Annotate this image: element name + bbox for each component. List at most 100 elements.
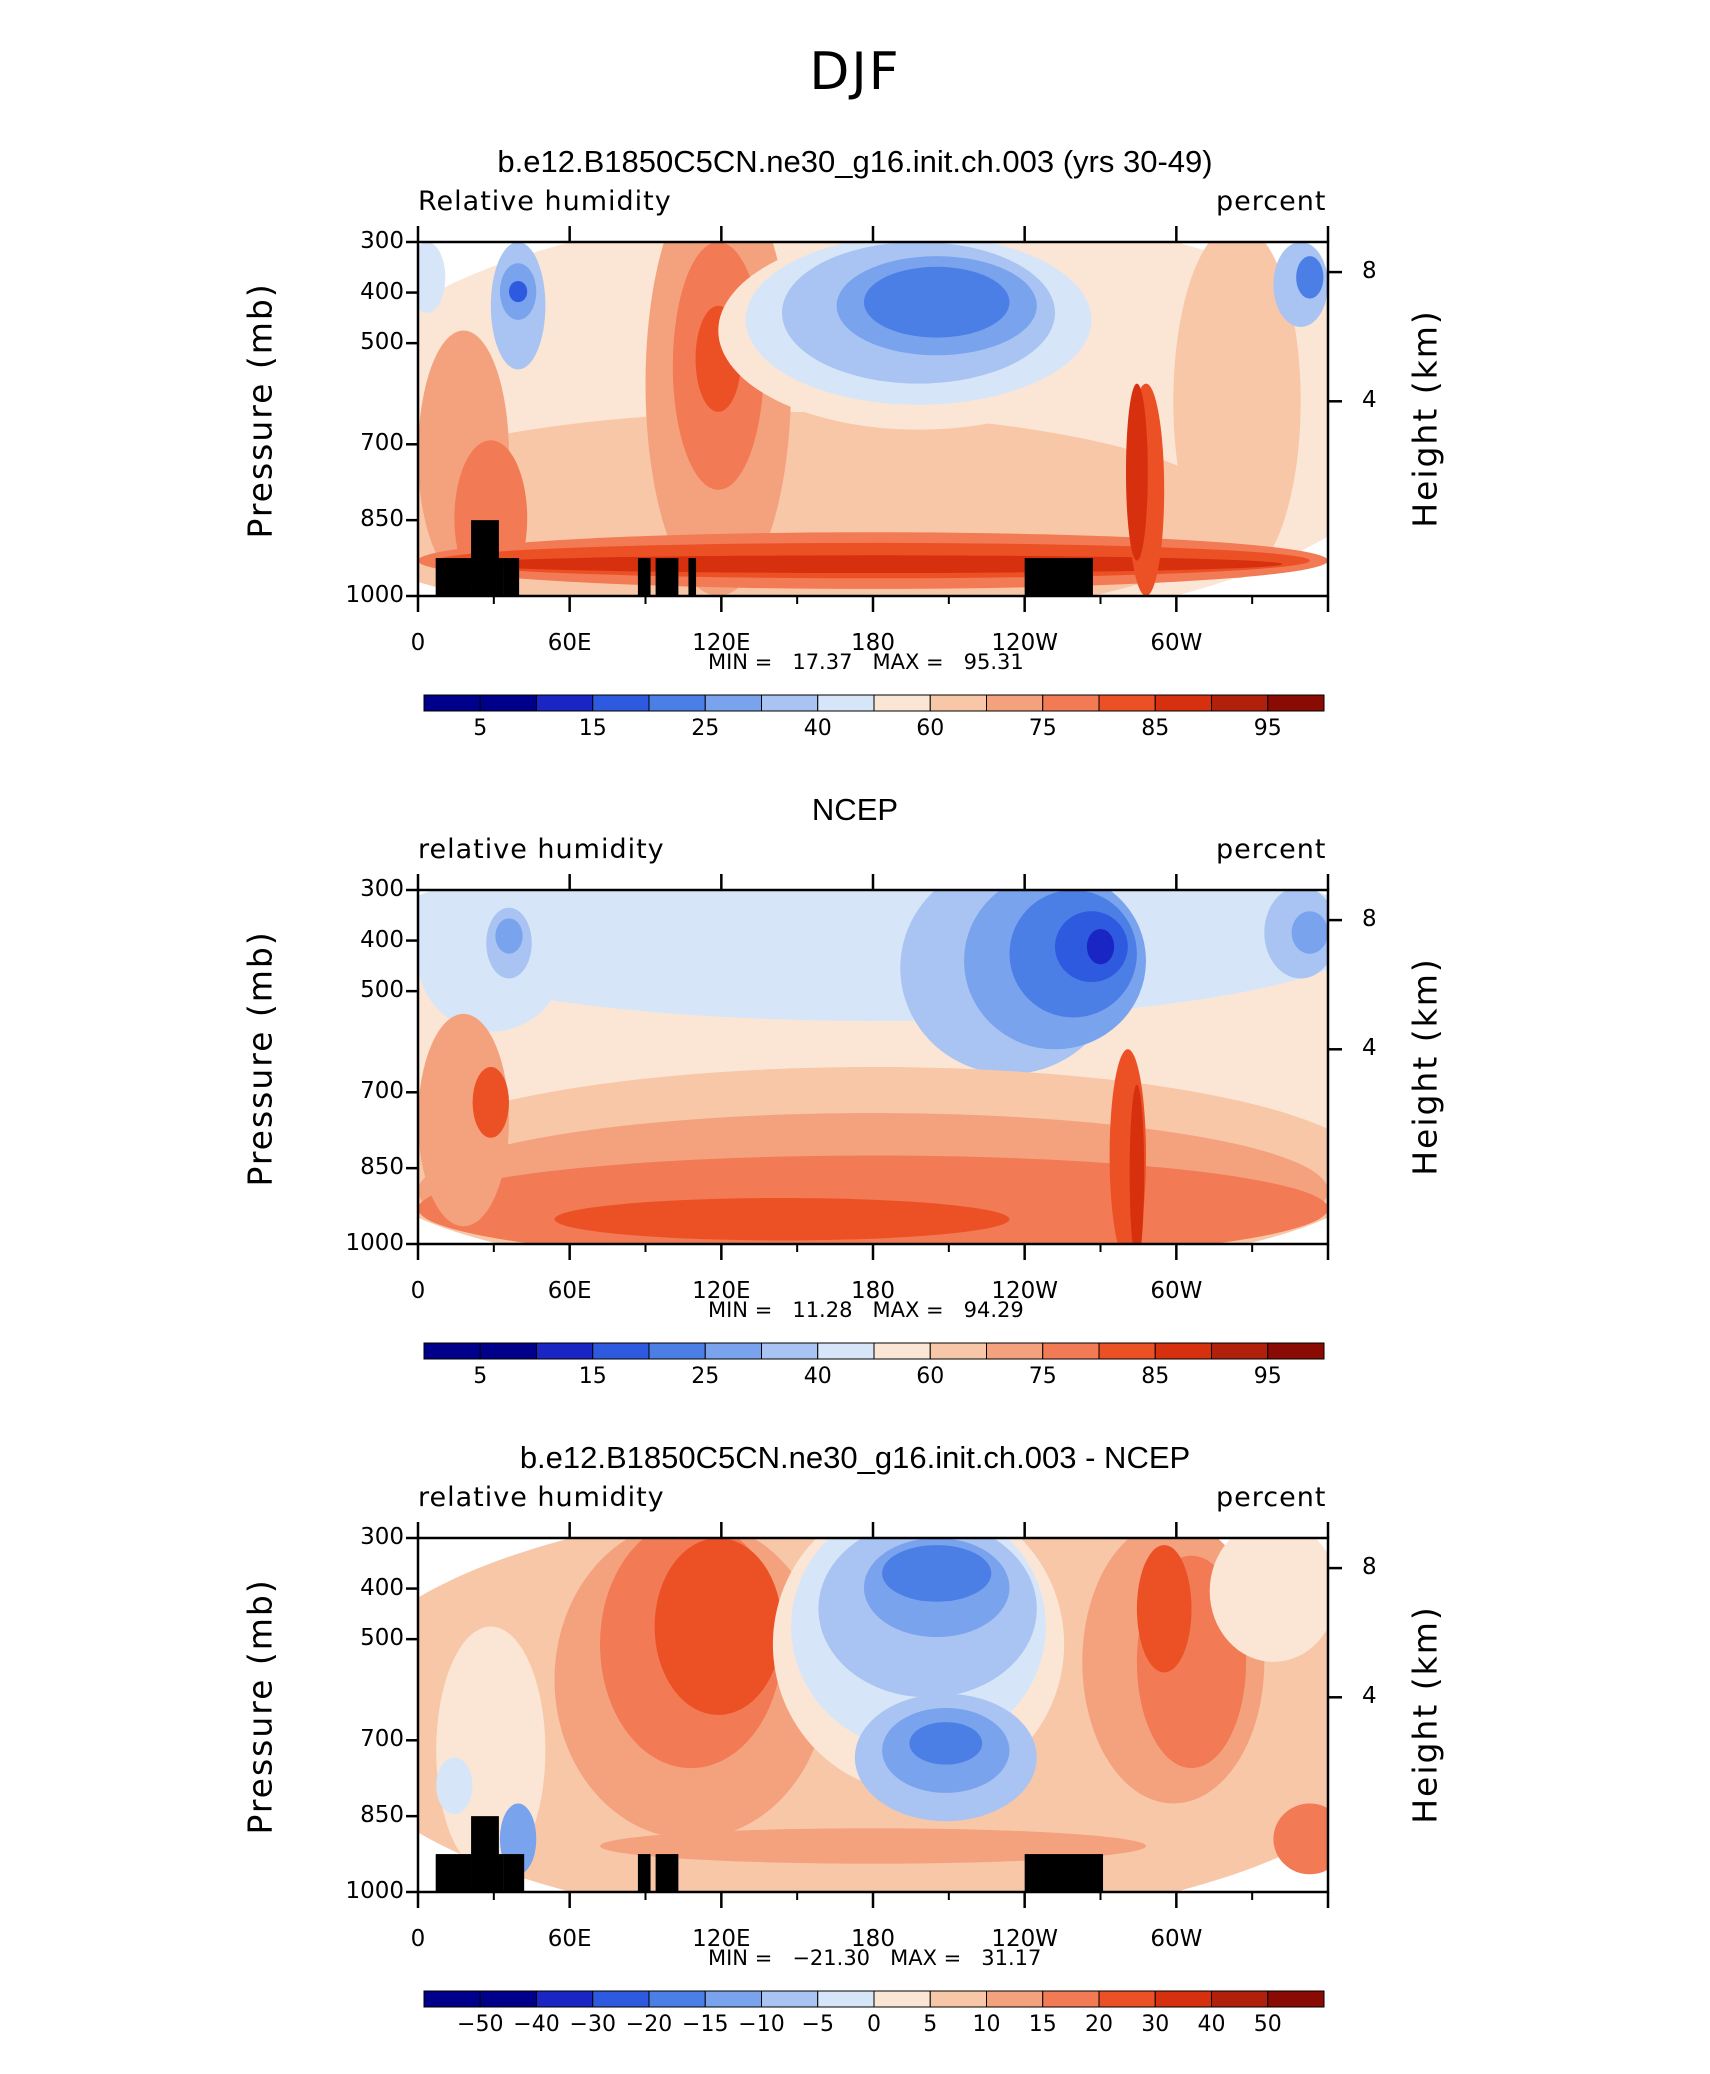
height-tick-label: 4 — [1362, 387, 1377, 414]
height-tick-label: 4 — [1362, 1683, 1377, 1710]
colorbar-box — [423, 694, 481, 712]
colorbar-box — [761, 694, 819, 712]
x-tick-label: 120E — [692, 630, 751, 656]
colorbar-box — [1154, 694, 1212, 712]
colorbar — [423, 694, 1325, 712]
right-axis-label: Height (km) — [1405, 957, 1445, 1176]
land-mask — [503, 1854, 525, 1892]
land-mask — [637, 1854, 651, 1892]
right-axis-label: Height (km) — [1405, 1605, 1445, 1824]
units-label: percent — [1216, 834, 1327, 865]
colorbar-box — [479, 1342, 537, 1360]
min-label: MIN = — [708, 1946, 793, 1970]
height-tick-label: 8 — [1362, 906, 1377, 933]
y-axis-label: Pressure (mb) — [240, 930, 280, 1187]
x-tick-label: 120W — [991, 1278, 1058, 1304]
variable-label: relative humidity — [418, 834, 665, 865]
y-tick-label: 500 — [360, 1625, 404, 1652]
colorbar-tick-label: 5 — [473, 716, 488, 741]
colorbar-tick-label: 15 — [578, 716, 607, 741]
y-tick-label: 400 — [360, 926, 404, 953]
x-tick-label: 60E — [547, 1278, 592, 1304]
land-mask — [435, 1854, 472, 1892]
units-label: percent — [1216, 1482, 1327, 1513]
colorbar-box — [592, 1990, 650, 2008]
max-label: MAX = — [872, 650, 964, 674]
land-mask — [503, 558, 520, 596]
panel-title: NCEP — [811, 792, 899, 827]
contour-region — [1125, 383, 1148, 561]
colorbar-box — [1098, 1342, 1156, 1360]
colorbar-box — [873, 1990, 931, 2008]
x-tick-label: 120E — [692, 1278, 751, 1304]
y-tick-label: 1000 — [345, 1878, 404, 1904]
colorbar-box — [873, 694, 931, 712]
contour-region — [472, 1067, 509, 1138]
colorbar-box — [1267, 694, 1325, 712]
colorbar-box — [817, 1990, 875, 2008]
colorbar-box — [423, 1990, 481, 2008]
x-tick-label: 120E — [692, 1926, 751, 1952]
colorbar-tick-label: −50 — [457, 2012, 504, 2037]
contour-region — [1291, 911, 1328, 954]
colorbar-box — [648, 1342, 706, 1360]
colorbar-box — [986, 694, 1044, 712]
colorbar-box — [761, 1342, 819, 1360]
x-tick-label: 120W — [991, 630, 1058, 656]
y-tick-label: 1000 — [345, 1230, 404, 1256]
x-tick-label: 0 — [410, 1278, 426, 1304]
y-tick-label: 850 — [360, 1802, 404, 1829]
x-tick-label: 180 — [851, 1278, 895, 1304]
colorbar-tick-label: 40 — [803, 1364, 832, 1389]
contour-region — [1273, 1803, 1328, 1875]
right-axis-label: Height (km) — [1405, 309, 1445, 528]
contour-region — [436, 1757, 473, 1815]
x-tick-label: 120W — [991, 1926, 1058, 1952]
y-tick-label: 1000 — [345, 582, 404, 608]
colorbar — [423, 1990, 1325, 2008]
colorbar-tick-label: 50 — [1253, 2012, 1282, 2037]
y-tick-label: 400 — [360, 1574, 404, 1601]
colorbar-box — [761, 1990, 819, 2008]
colorbar-box — [704, 1342, 762, 1360]
contour-region — [1296, 256, 1324, 299]
land-mask — [688, 558, 697, 596]
colorbar-tick-label: 5 — [473, 1364, 488, 1389]
height-tick-label: 8 — [1362, 1554, 1377, 1581]
page-title: DJF — [809, 42, 901, 102]
contour-region — [654, 1538, 782, 1715]
land-mask — [655, 1854, 679, 1892]
min-value: −21.30 — [792, 1946, 891, 1970]
y-tick-label: 300 — [360, 228, 404, 254]
colorbar-box — [592, 1342, 650, 1360]
colorbar-tick-label: −40 — [513, 2012, 560, 2037]
contour-region — [1173, 242, 1301, 579]
colorbar-box — [1154, 1990, 1212, 2008]
colorbar-box — [1042, 1342, 1100, 1360]
colorbar-tick-label: 25 — [691, 1364, 720, 1389]
colorbar-tick-label: 85 — [1141, 1364, 1170, 1389]
colorbar-box — [536, 1990, 594, 2008]
colorbar-box — [479, 1990, 537, 2008]
contour-field — [418, 890, 1328, 1244]
x-tick-label: 60W — [1150, 1278, 1203, 1304]
contour-region — [863, 266, 1010, 338]
y-tick-label: 700 — [360, 1078, 404, 1105]
variable-label: Relative humidity — [418, 186, 672, 217]
colorbar-box — [648, 694, 706, 712]
colorbar-tick-label: −20 — [625, 2012, 673, 2037]
x-tick-label: 60E — [547, 1926, 592, 1952]
y-axis-label: Pressure (mb) — [240, 282, 280, 539]
contour-region — [1086, 928, 1115, 965]
y-tick-label: 500 — [360, 977, 404, 1004]
contour-region — [600, 1828, 1146, 1864]
contour-region — [1136, 1545, 1192, 1673]
colorbar-box — [986, 1990, 1044, 2008]
colorbar-box — [929, 1342, 987, 1360]
y-tick-label: 500 — [360, 329, 404, 356]
contour-region — [554, 1197, 1010, 1241]
contour-field — [418, 1538, 1328, 1892]
colorbar-tick-label: 75 — [1028, 1364, 1057, 1389]
colorbar-box — [817, 694, 875, 712]
min-label: MIN = — [708, 1298, 793, 1322]
